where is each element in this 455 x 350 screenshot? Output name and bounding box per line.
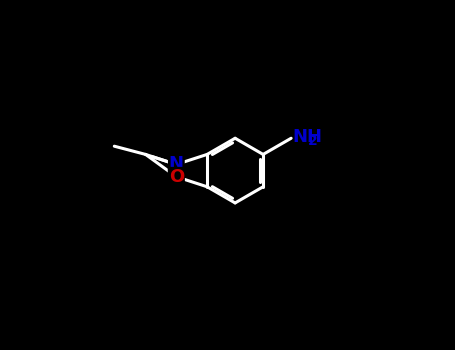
Text: N: N	[169, 155, 184, 173]
Text: NH: NH	[293, 128, 323, 147]
Text: O: O	[169, 168, 184, 186]
Text: 2: 2	[308, 134, 318, 148]
